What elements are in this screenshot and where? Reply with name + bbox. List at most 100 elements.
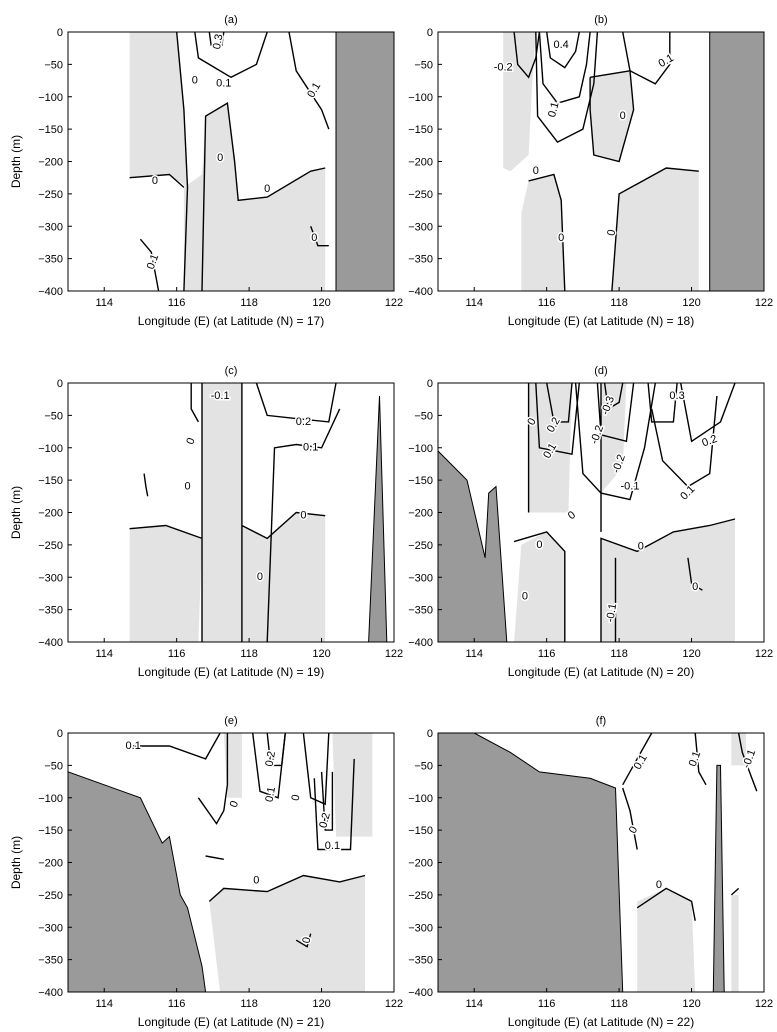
contour-line [133,733,221,760]
contour-label: 0.2 [296,416,311,428]
x-tick-label: 116 [168,648,186,660]
contour-line [600,518,736,642]
contour-line [528,173,566,291]
x-tick-label: 118 [610,648,628,660]
contour-line [589,69,635,163]
negative-velocity-region [241,512,326,642]
contour-label: 0.1 [303,442,318,454]
negative-velocity-region [503,32,536,172]
x-tick-label: 120 [312,297,330,309]
contour-label: 0.2 [700,433,718,450]
y-tick-label: −100 [38,443,63,455]
contour-line [176,32,189,291]
land-topography [368,395,388,642]
y-tick-label: −200 [38,508,63,520]
x-tick-label: 114 [95,297,113,309]
contour-label: 0.1 [678,483,697,502]
contour-line [208,874,366,902]
contour-line [143,473,149,497]
contour-label: 0.3 [211,33,225,50]
contour-label: 0 [656,879,662,891]
contour-line [310,226,329,247]
y-tick-label: 0 [427,728,433,740]
contour-line [302,733,330,806]
panel-title: (e) [224,715,237,727]
land-topography [335,32,394,291]
contour-line [320,771,334,831]
negative-velocity-region [129,32,188,188]
y-axis-label: Depth (m) [9,486,23,539]
contour-label: 0 [184,436,197,446]
panel-e: 0.1 0 0.2 0.1 0 0.2 0.1 0 0 0 −50 −100 −150 −200 −250 −… [9,715,403,1029]
x-axis-label: Longitude (E) (at Latitude (N) = 22) [508,1015,694,1029]
y-tick-label: −250 [38,540,63,552]
y-tick-label: −400 [38,286,63,298]
y-tick-label: −250 [408,189,433,201]
x-axis-label: Longitude (E) (at Latitude (N) = 18) [508,314,694,328]
contour-label: 0.1 [632,752,650,771]
y-tick-label: −150 [408,475,433,487]
contour-line [201,102,326,291]
y-tick-label: −200 [408,157,433,169]
x-axis-label: Longitude (E) (at Latitude (N) = 20) [508,665,694,679]
contour-label: 0 [311,232,317,244]
y-tick-label: −200 [38,858,63,870]
x-axis-label: Longitude (E) (at Latitude (N) = 17) [138,314,324,328]
contour-line [546,383,573,423]
panel-a: 0.3 0 0.1 0.1 0 0 0 0 0.1 0 −50 −100 −150 −200 −250 −30… [9,14,403,328]
contour-line [241,511,326,540]
contour-label: 0 [217,152,223,164]
x-tick-label: 120 [682,998,700,1010]
contour-line [205,855,224,860]
contour-line [651,395,718,488]
contour-line [622,787,638,850]
contour-line [538,32,591,105]
y-tick-label: −200 [408,858,433,870]
panel-title: (b) [594,14,607,26]
contour-label: 0 [184,481,190,493]
contour-line [730,887,740,896]
contour-label: 0 [253,875,259,887]
x-tick-label: 118 [240,648,258,660]
contour-label: 0 [152,175,158,187]
panel-f: 0.1 0.1 -0.1000−50−100−150−200−250−300−350… [408,715,773,1029]
contour-line [208,32,225,46]
land-topography [438,733,624,992]
x-tick-label: 114 [465,648,483,660]
x-axis-label: Longitude (E) (at Latitude (N) = 19) [138,665,324,679]
y-tick-label: −300 [38,221,63,233]
contour-label: 0 [536,539,542,551]
y-tick-label: −400 [408,987,433,999]
panel-title: (f) [596,715,606,727]
x-tick-label: 122 [385,297,403,309]
panel-title: (d) [594,365,607,377]
negative-velocity-region [637,888,696,992]
y-tick-label: 0 [57,378,63,390]
negative-velocity-region [590,70,634,162]
y-tick-label: −350 [408,955,433,967]
contour-line [535,32,599,143]
y-tick-label: −200 [38,157,63,169]
x-tick-label: 120 [682,648,700,660]
y-tick-label: −250 [38,890,63,902]
contour-line [737,733,758,792]
y-tick-label: −100 [408,443,433,455]
panel-b: -0.2 0.4 0.1 0.1 0 0 0 0 0 −50 −100 −150 −200 −250 −30… [408,14,773,328]
x-tick-label: 118 [610,297,628,309]
land-topography [709,32,764,291]
y-tick-label: 0 [57,728,63,740]
x-tick-label: 122 [755,998,773,1010]
y-tick-label: −50 [414,59,433,71]
x-tick-label: 122 [755,297,773,309]
contour-label: 0 [290,794,303,802]
x-tick-label: 118 [240,297,258,309]
land-ridge [712,764,725,992]
contour-line [636,887,696,921]
y-tick-label: −200 [408,508,433,520]
negative-velocity-region [731,894,739,992]
contour-line [255,383,337,423]
contour-label: 0.1 [546,101,562,119]
contour-label: 0 [533,165,539,177]
contour-line [535,383,580,456]
y-tick-label: −300 [38,572,63,584]
